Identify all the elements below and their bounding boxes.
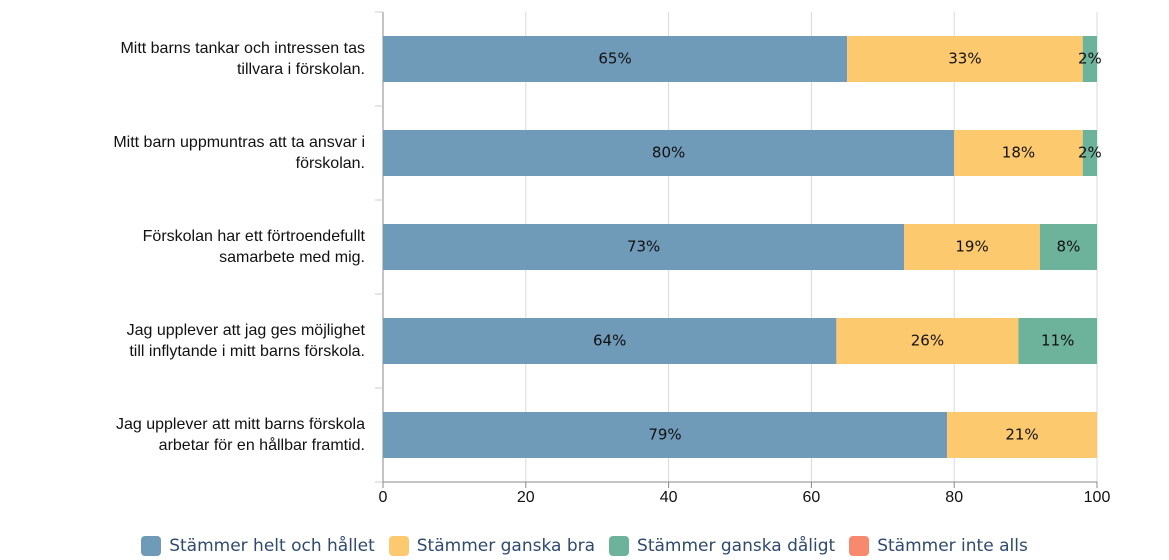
category-label: Jag upplever att mitt barns förskola arb… [115,416,365,454]
data-label: 8% [1057,238,1081,256]
data-label: 65% [598,50,631,68]
data-label: 18% [1002,144,1035,162]
bar-segment [847,36,1083,82]
data-label: 33% [948,50,981,68]
bar-segment [383,36,848,82]
legend-item: Stämmer ganska bra [388,536,596,556]
bar-segment [383,130,955,176]
legend-swatch [141,536,162,556]
bar-segment [836,318,1019,364]
data-label: 2% [1078,144,1102,162]
x-tick-label: 80 [945,489,963,506]
bar-segment [383,318,837,364]
legend-item: Stämmer inte alls [849,536,1028,556]
legend-label: Stämmer inte alls [877,536,1028,556]
bar-segment [383,412,948,458]
bar-segment [1082,130,1097,176]
legend-item: Stämmer ganska dåligt [609,536,835,556]
category-label: Förskolan har ett förtroendefullt samarb… [142,228,365,266]
category-label: Mitt barn uppmuntras att ta ansvar i för… [113,134,365,172]
data-label: 79% [648,426,681,444]
chart: 0 20 40 60 80 100 65% 33% 2% 80% 18% 2% 73% 19% 8% 64% 2… [375,11,1111,506]
data-label: 2% [1078,50,1102,68]
legend-item: Stämmer helt och hållet [141,536,375,556]
legend-swatch [609,536,630,556]
legend-swatch [388,536,409,556]
bar-segment [383,224,905,270]
data-label: 80% [652,144,685,162]
bar-segment [1082,36,1097,82]
data-label: 73% [627,238,660,256]
bar-segment [954,130,1083,176]
data-label: 64% [593,332,626,350]
x-tick-label: 0 [379,489,388,506]
bar-segment [904,224,1040,270]
bar-segment [1039,224,1097,270]
x-tick-label: 100 [1084,489,1111,506]
bar-segment [947,412,1097,458]
data-label: 21% [1005,426,1038,444]
x-tick-label: 40 [660,489,678,506]
legend-label: Stämmer ganska bra [416,536,596,556]
x-tick-label: 20 [517,489,535,506]
legend-label: Stämmer helt och hållet [169,536,375,556]
legend: Stämmer helt och hållet Stämmer ganska br… [0,536,1169,556]
x-tick-label: 60 [803,489,821,506]
data-label: 26% [911,332,944,350]
data-label: 19% [955,238,988,256]
legend-swatch [849,536,870,556]
category-label: Jag upplever att jag ges möjlighet till … [126,322,365,360]
legend-label: Stämmer ganska dåligt [637,536,836,556]
data-label: 11% [1041,332,1074,350]
category-label: Mitt barns tankar och intressen tas till… [120,40,365,78]
bar-segment [1018,318,1097,364]
